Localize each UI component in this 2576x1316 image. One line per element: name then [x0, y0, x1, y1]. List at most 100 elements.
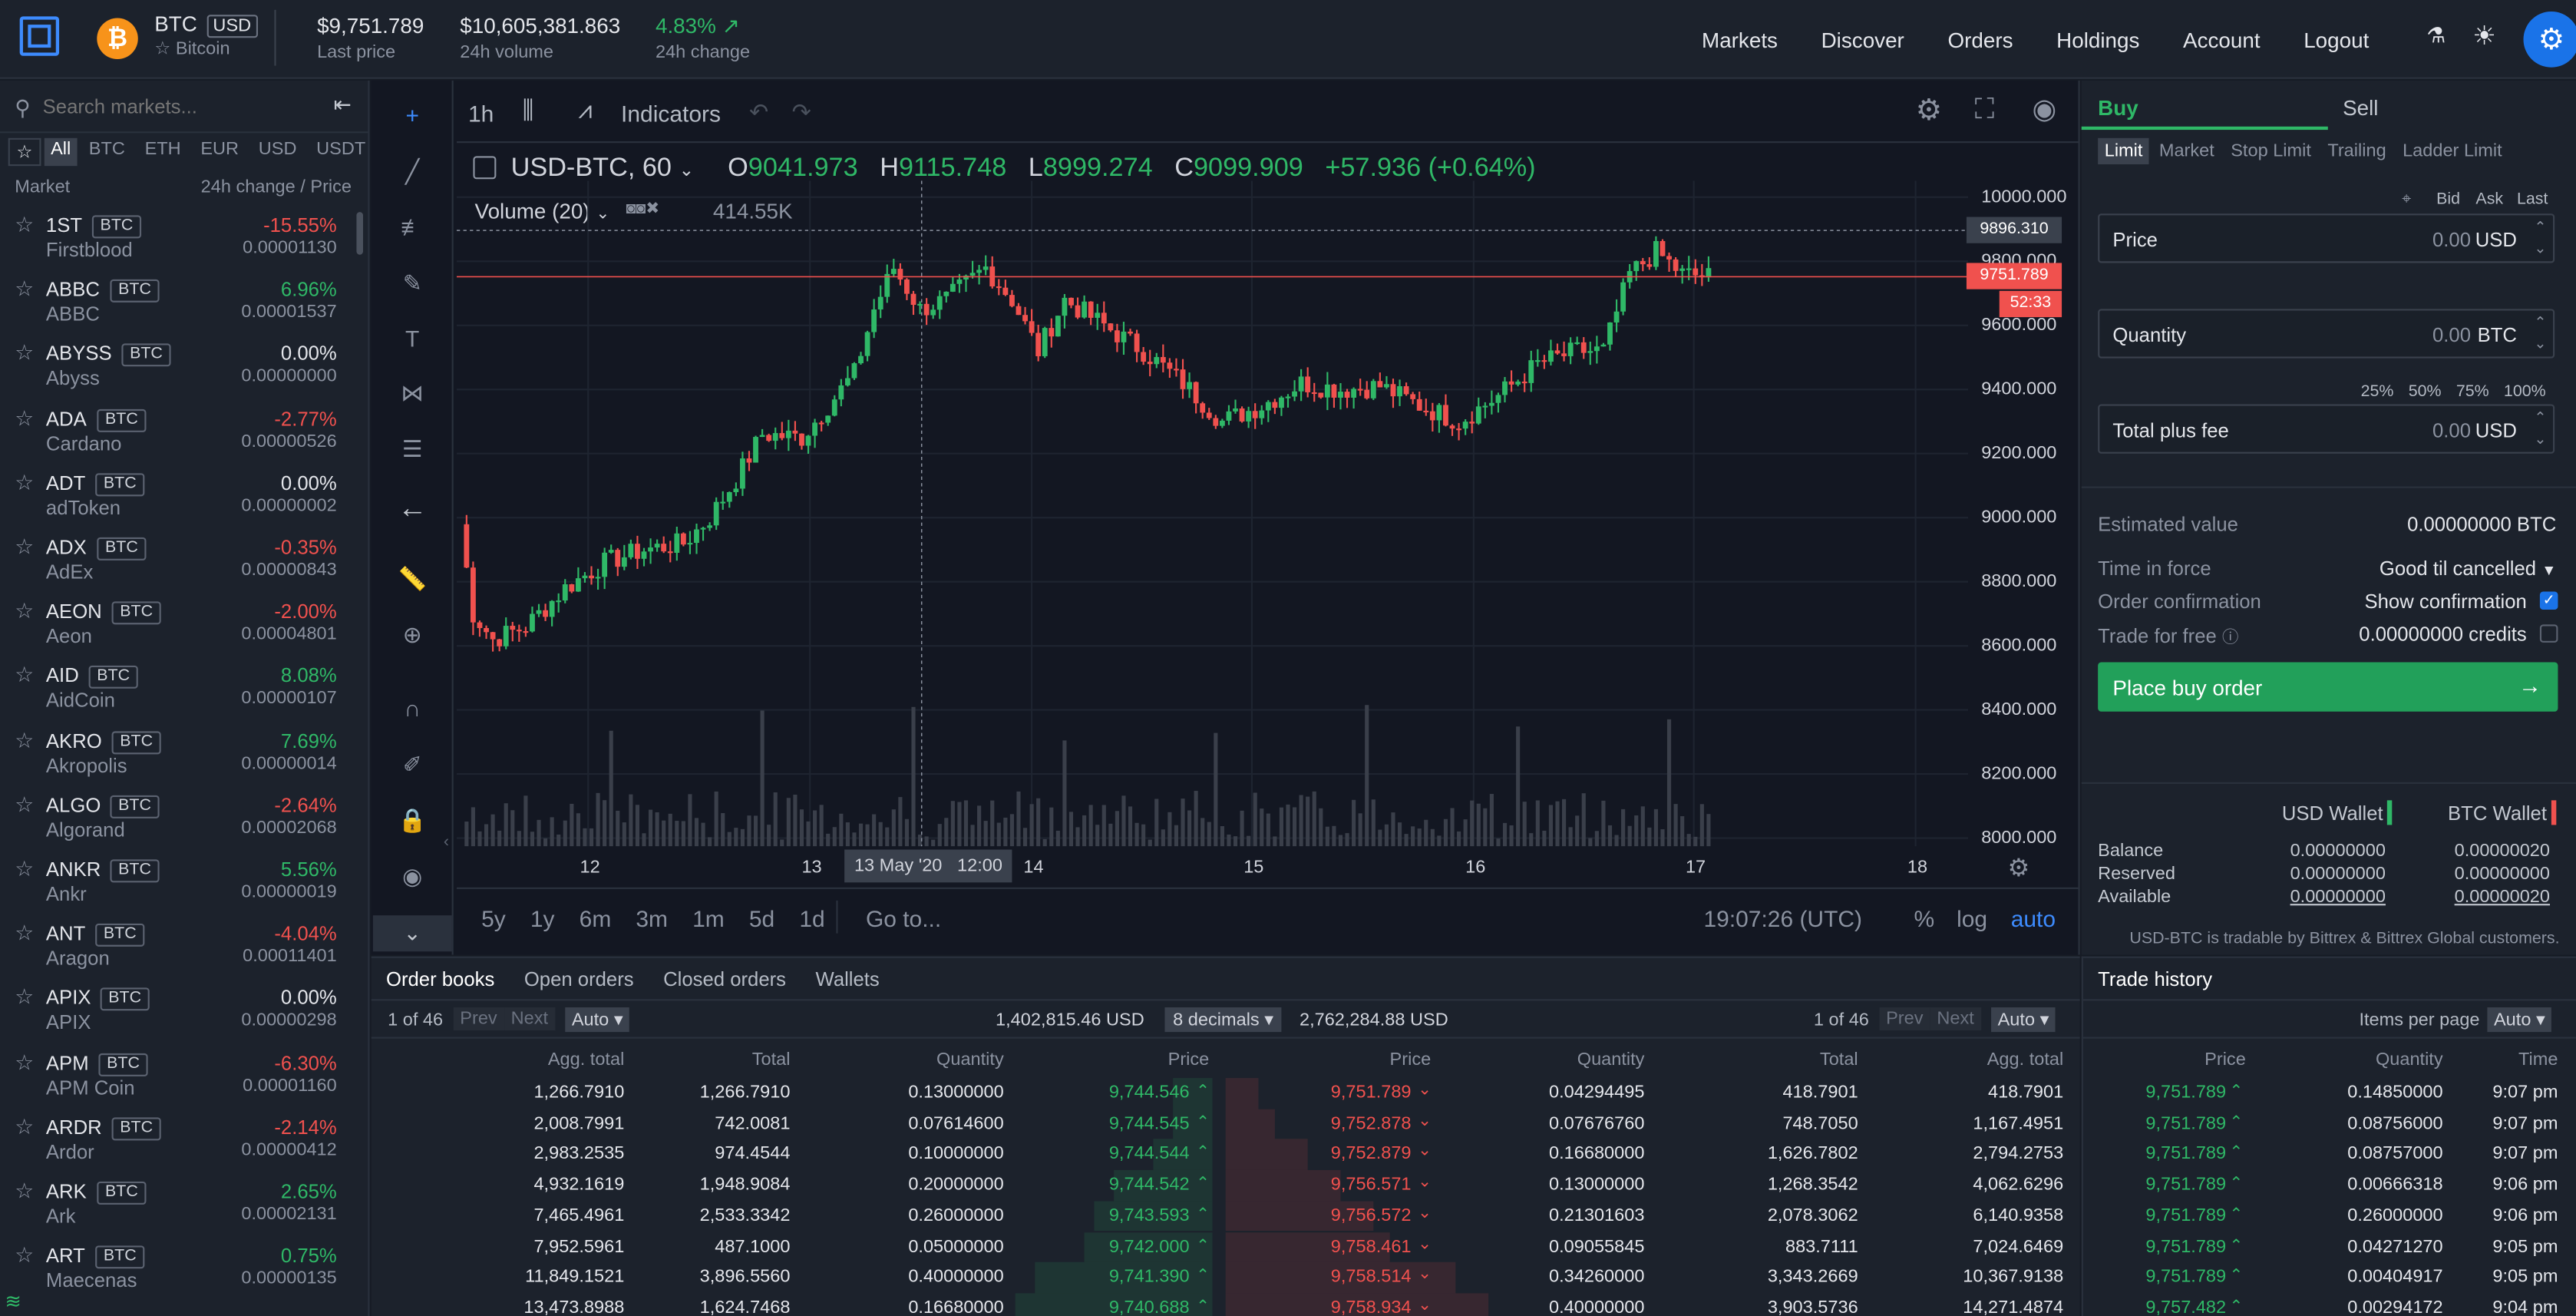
nav-discover[interactable]: Discover	[1821, 28, 1904, 53]
favorite-star-icon[interactable]: ☆	[15, 1242, 35, 1268]
favorite-star-icon[interactable]: ☆	[15, 598, 35, 623]
tab-open-orders[interactable]: Open orders	[523, 967, 634, 991]
market-row[interactable]: ☆ ADA BTC Cardano -2.77% 0.00000526	[0, 402, 353, 467]
favorite-star-icon[interactable]: ☆	[154, 39, 171, 60]
search-markets-input[interactable]	[42, 90, 322, 124]
ask-row[interactable]: 9,751.789 0.04294495 418.7901 418.7901 ⌄	[372, 1078, 2080, 1109]
target-icon[interactable]: ⌖	[2402, 190, 2412, 209]
lock-icon[interactable]: 🔒	[398, 806, 427, 834]
sell-tab[interactable]: Sell	[2343, 95, 2379, 121]
filter-eur[interactable]: EUR	[200, 139, 239, 160]
market-row[interactable]: ☆ ABBC BTC ABBC 6.96% 0.00001537	[0, 273, 353, 338]
tab-order-books[interactable]: Order books	[385, 967, 495, 991]
bids-quantity-header[interactable]: Quantity	[936, 1050, 1004, 1070]
market-row[interactable]: ☆ ANKR BTC Ankr 5.56% 0.00000019	[0, 853, 353, 918]
back-arrow-icon[interactable]: ←	[397, 491, 428, 524]
history-time-header[interactable]: Time	[2518, 1050, 2558, 1070]
decimals-select[interactable]: 8 decimals ▾	[1164, 1007, 1282, 1033]
favorite-star-icon[interactable]: ☆	[15, 856, 35, 881]
tab-wallets[interactable]: Wallets	[815, 967, 880, 991]
place-buy-order-button[interactable]: Place buy order →	[2098, 662, 2558, 712]
market-row[interactable]: ☆ APM BTC APM Coin -6.30% 0.00001160	[0, 1047, 353, 1111]
asks-total-header[interactable]: Total	[1819, 1050, 1858, 1070]
favorite-star-icon[interactable]: ☆	[15, 1049, 35, 1074]
pct-25-button[interactable]: 25%	[2360, 382, 2394, 402]
pct-75-button[interactable]: 75%	[2455, 382, 2489, 402]
filter-usdt[interactable]: USDT	[316, 139, 366, 160]
ask-row[interactable]: 9,752.878 0.07676760 748.7050 1,167.4951 ⌄	[372, 1109, 2080, 1140]
filter-usd[interactable]: USD	[258, 139, 297, 160]
show-confirmation-checkbox[interactable]: ✓	[2539, 591, 2558, 610]
pct-100-button[interactable]: 100%	[2503, 382, 2546, 402]
nav-logout[interactable]: Logout	[2304, 28, 2370, 53]
ask-row[interactable]: 9,758.514 0.34260000 3,343.2669 10,367.9138…	[372, 1262, 2080, 1294]
range-5y[interactable]: 5y	[481, 905, 506, 932]
pct-50-button[interactable]: 50%	[2408, 382, 2442, 402]
indicators-icon[interactable]: ⩘	[578, 97, 593, 125]
filter-eth[interactable]: ETH	[144, 139, 181, 160]
quantity-field[interactable]: Quantity 0.00 BTC ⌃ ⌄	[2098, 309, 2555, 359]
chart-settings-icon[interactable]: ⚙	[1915, 93, 1943, 127]
order-type-trailing[interactable]: Trailing	[2327, 141, 2386, 161]
bids-aggtotal-header[interactable]: Agg. total	[547, 1050, 625, 1070]
nav-markets[interactable]: Markets	[1702, 28, 1778, 53]
price-field[interactable]: Price 0.00 USD ⌃ ⌄	[2098, 213, 2555, 263]
nav-account[interactable]: Account	[2183, 28, 2261, 53]
order-type-ladder-limit[interactable]: Ladder Limit	[2403, 141, 2502, 161]
range-1d[interactable]: 1d	[799, 905, 825, 932]
magnet-icon[interactable]: ∩	[404, 695, 421, 722]
collapse-sidebar-icon[interactable]: ⇤	[333, 91, 352, 117]
asks-auto-select[interactable]: Auto ▾	[1991, 1007, 2056, 1033]
favorite-star-icon[interactable]: ☆	[15, 534, 35, 559]
range-6m[interactable]: 6m	[579, 905, 612, 932]
goto-button[interactable]: Go to...	[865, 905, 942, 932]
favorite-star-icon[interactable]: ☆	[15, 1113, 35, 1139]
sun-icon[interactable]: ☀	[2472, 22, 2496, 51]
eye-tool-icon[interactable]: ◉	[402, 862, 423, 889]
time-in-force-select[interactable]: Good til cancelled ▼	[2379, 557, 2557, 580]
market-row[interactable]: ☆ ARDR BTC Ardor -2.14% 0.00000412	[0, 1110, 353, 1175]
order-type-stop-limit[interactable]: Stop Limit	[2231, 141, 2311, 161]
price-bid-button[interactable]: Bid	[2436, 190, 2460, 209]
favorite-star-icon[interactable]: ☆	[15, 984, 35, 1010]
crosshair-tool-icon[interactable]: +	[405, 101, 419, 128]
interval-button[interactable]: 1h	[467, 100, 494, 127]
nav-orders[interactable]: Orders	[1947, 28, 2013, 53]
order-type-limit[interactable]: Limit	[2098, 137, 2150, 165]
bid-row[interactable]: 13,473.8988 1,624.7468 0.16680000 9,740.688…	[372, 1293, 2080, 1316]
market-row[interactable]: ☆ AEON BTC Aeon -2.00% 0.00004801	[0, 595, 353, 660]
market-row[interactable]: ☆ ANT BTC Aragon -4.04% 0.00011401	[0, 918, 353, 982]
favorite-star-icon[interactable]: ☆	[15, 1178, 35, 1203]
bid-row[interactable]: 7,465.4961 2,533.3342 0.26000000 9,743.593 ⌃	[372, 1201, 2080, 1232]
market-row[interactable]: ☆ ALGO BTC Algorand -2.64% 0.00002068	[0, 789, 353, 853]
ask-row[interactable]: 9,752.879 0.16680000 1,626.7802 2,794.2753 ⌄	[372, 1139, 2080, 1171]
bids-total-header[interactable]: Total	[751, 1050, 791, 1070]
range-3m[interactable]: 3m	[636, 905, 669, 932]
market-row[interactable]: ☆ 1ST BTC Firstblood -15.55% 0.00001130	[0, 209, 353, 273]
ask-row[interactable]: 9,758.461 0.09055845 883.7111 7,024.6469 ⌄	[372, 1232, 2080, 1263]
filter-btc[interactable]: BTC	[88, 139, 125, 160]
favorite-star-icon[interactable]: ☆	[15, 405, 35, 430]
bid-row[interactable]: 2,983.2535 974.4544 0.10000000 9,744.544 ⌃	[372, 1139, 2080, 1171]
change-price-col-header[interactable]: 24h change / Price	[200, 177, 352, 197]
asks-next-button[interactable]: Next	[1930, 1007, 1981, 1030]
indicator-controls-icon[interactable]: ◙◙✖	[626, 200, 660, 219]
ruler-icon[interactable]: 📏	[398, 565, 427, 592]
bids-next-button[interactable]: Next	[504, 1007, 555, 1030]
favorite-star-icon[interactable]: ☆	[15, 469, 35, 494]
bids-price-header[interactable]: Price	[1167, 1050, 1210, 1070]
market-row[interactable]: ☆ AID BTC AidCoin 8.08% 0.00000107	[0, 660, 353, 724]
market-row[interactable]: ☆ ADX BTC AdEx -0.35% 0.00000843	[0, 531, 353, 595]
market-row[interactable]: ☆ APIX BTC APIX 0.00% 0.00000298	[0, 982, 353, 1047]
prediction-tool-icon[interactable]: ☰	[401, 435, 423, 462]
order-type-market[interactable]: Market	[2158, 141, 2214, 161]
collapse-legend-icon[interactable]	[473, 156, 497, 180]
percent-scale-toggle[interactable]: %	[1914, 905, 1935, 932]
bid-row[interactable]: 1,266.7910 1,266.7910 0.13000000 9,744.546 ⌃	[372, 1078, 2080, 1109]
buy-tab[interactable]: Buy	[2098, 95, 2138, 121]
ask-row[interactable]: 9,756.572 0.21301603 2,078.3062 6,140.9358 ⌄	[372, 1201, 2080, 1232]
favorite-star-icon[interactable]: ☆	[15, 920, 35, 946]
asks-quantity-header[interactable]: Quantity	[1577, 1050, 1645, 1070]
asks-aggtotal-header[interactable]: Agg. total	[1986, 1050, 2064, 1070]
bid-row[interactable]: 2,008.7991 742.0081 0.07614600 9,744.545 ⌃	[372, 1109, 2080, 1140]
